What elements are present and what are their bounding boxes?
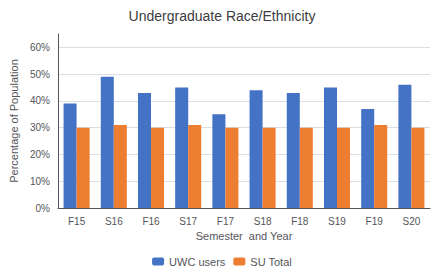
svg-text:F15: F15 [68, 216, 86, 227]
svg-text:Percentage of Population: Percentage of Population [8, 59, 20, 183]
svg-text:60%: 60% [30, 42, 50, 53]
svg-text:F16: F16 [142, 216, 160, 227]
svg-text:0%: 0% [36, 203, 51, 214]
svg-text:30%: 30% [30, 122, 50, 133]
svg-text:UWC users: UWC users [169, 256, 226, 268]
svg-text:20%: 20% [30, 149, 50, 160]
svg-text:S17: S17 [179, 216, 197, 227]
svg-text:F19: F19 [366, 216, 384, 227]
svg-text:Undergraduate Race/Ethnicity: Undergraduate Race/Ethnicity [129, 8, 316, 24]
svg-text:S20: S20 [403, 216, 421, 227]
svg-text:S19: S19 [328, 216, 346, 227]
svg-text:Semester and Year: Semester and Year [196, 230, 293, 242]
svg-text:S18: S18 [254, 216, 272, 227]
svg-text:40%: 40% [30, 95, 50, 106]
svg-text:50%: 50% [30, 69, 50, 80]
svg-text:F18: F18 [291, 216, 309, 227]
svg-text:S16: S16 [105, 216, 123, 227]
svg-text:F17: F17 [217, 216, 235, 227]
svg-text:SU Total: SU Total [250, 256, 291, 268]
svg-text:10%: 10% [30, 176, 50, 187]
